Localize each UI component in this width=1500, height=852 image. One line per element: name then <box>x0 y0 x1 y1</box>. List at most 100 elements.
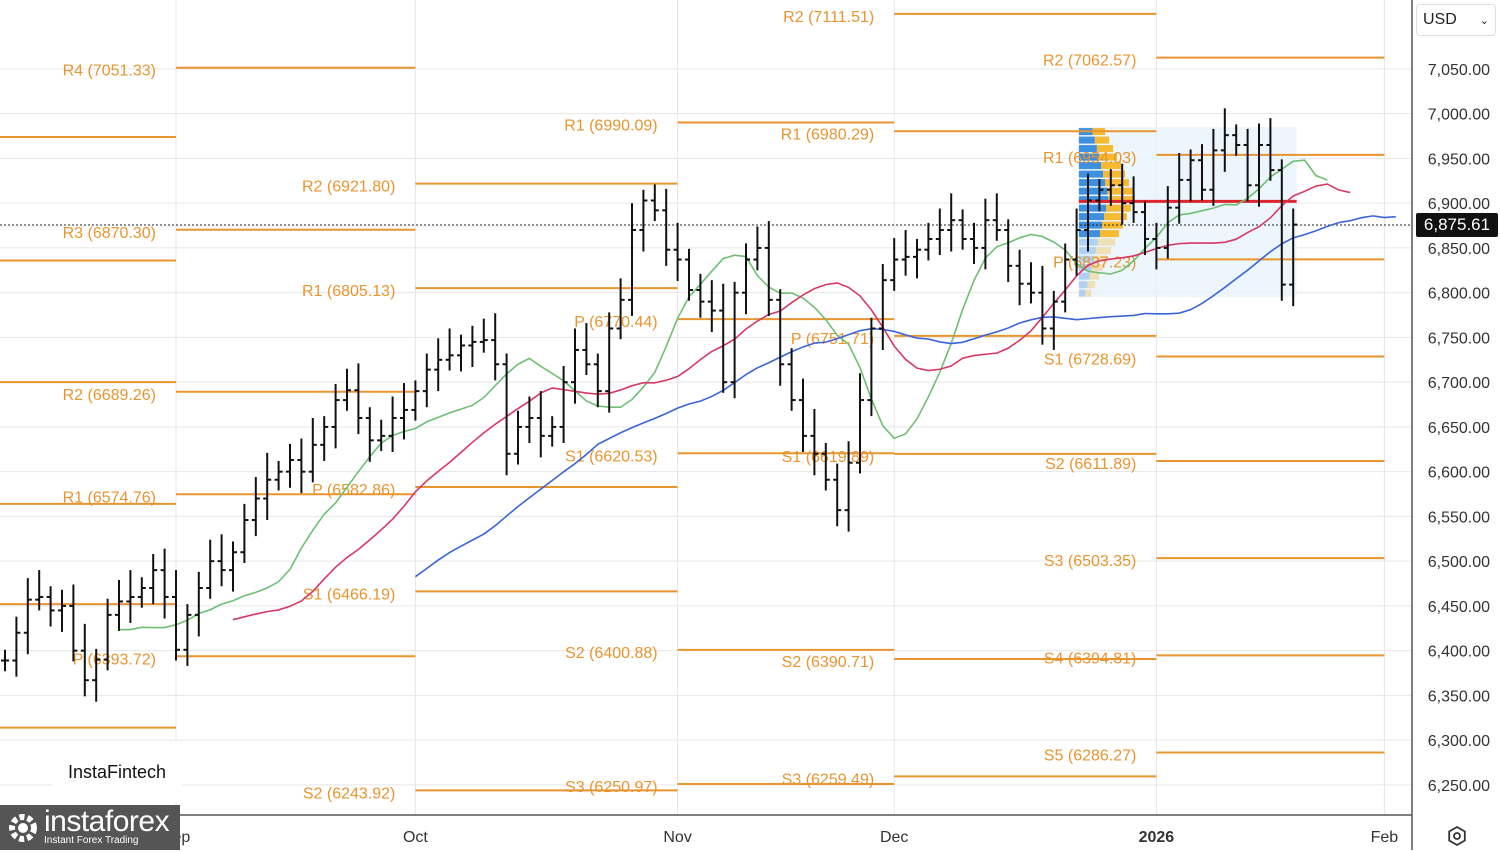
ohlc-bar <box>1118 163 1127 225</box>
ohlc-bar <box>1027 262 1035 304</box>
ohlc-bar <box>149 554 158 605</box>
ohlc-bar <box>400 383 408 440</box>
ohlc-bar <box>992 193 1001 241</box>
ohlc-bar <box>753 226 762 271</box>
y-tick-label: 6,650.00 <box>1428 420 1490 437</box>
ohlc-bar <box>1289 208 1298 307</box>
moving-average-line <box>232 183 1351 621</box>
ohlc-bar <box>730 281 739 399</box>
ohlc-bar <box>1277 159 1286 301</box>
x-tick-label: Oct <box>403 829 428 846</box>
ohlc-bar <box>445 328 454 371</box>
pivot-label: S3 (6250.97) <box>565 779 658 796</box>
ohlc-bar <box>867 317 876 417</box>
ohlc-bar <box>1175 153 1184 224</box>
ohlc-bar <box>707 280 716 333</box>
currency-select[interactable]: USD ⌄ <box>1416 4 1496 36</box>
y-tick-label: 6,550.00 <box>1428 509 1490 526</box>
ohlc-bar <box>1015 249 1024 306</box>
ohlc-bar <box>821 443 830 491</box>
ohlc-bar <box>685 248 693 301</box>
volume-profile-bar-up <box>1094 136 1110 144</box>
ohlc-bar <box>833 463 842 527</box>
ohlc-bar <box>947 193 956 252</box>
volume-profile-bar-up <box>1097 238 1115 246</box>
pivot-label: S3 (6503.35) <box>1044 553 1137 570</box>
ohlc-bar <box>1163 186 1172 259</box>
ohlc-bar <box>217 534 226 587</box>
x-tick-label: Feb <box>1371 829 1399 846</box>
ohlc-bar <box>1072 208 1081 276</box>
moving-average-line <box>118 159 1328 631</box>
volume-profile-bar-up <box>1091 264 1104 272</box>
ohlc-bar <box>35 570 44 611</box>
ohlc-bar <box>1152 222 1161 270</box>
settings-icon[interactable] <box>1446 825 1468 847</box>
ohlc-bar <box>58 589 66 632</box>
volume-profile-bar-down <box>1078 170 1104 178</box>
ohlc-bar <box>365 407 374 462</box>
ohlc-bar <box>92 648 101 702</box>
instaforex-logo: instaforex Instant Forex Trading <box>0 805 180 850</box>
ohlc-bar <box>650 184 659 222</box>
volume-profile-bar-down <box>1078 179 1106 187</box>
pivot-label: R1 (6954.03) <box>1043 150 1136 167</box>
ohlc-bar <box>742 243 750 315</box>
y-tick-label: 6,600.00 <box>1428 465 1490 482</box>
pivot-label: R2 (7062.57) <box>1043 53 1136 70</box>
ohlc-bar <box>23 578 32 655</box>
volume-profile-bar-down <box>1078 145 1097 153</box>
volume-profile-bar-down <box>1078 187 1108 195</box>
pivot-label: R2 (7111.51) <box>783 9 874 26</box>
ohlc-bar <box>1095 179 1104 212</box>
ohlc-bar <box>890 238 899 291</box>
ohlc-bar <box>1061 243 1070 313</box>
volume-profile-bar-down <box>1078 272 1090 280</box>
ohlc-bar <box>434 338 443 392</box>
ohlc-bar <box>593 353 602 408</box>
ohlc-bar <box>787 348 796 411</box>
volume-profile-bar-up <box>1095 247 1112 255</box>
volume-profile-bar-up <box>1104 213 1127 221</box>
ohlc-bar <box>388 396 397 452</box>
ohlc-bar <box>1198 144 1206 201</box>
volume-profile-bar-down <box>1078 230 1100 238</box>
pivot-label: R1 (6990.09) <box>564 118 657 135</box>
pivot-label: R3 (6870.30) <box>63 225 156 242</box>
pivot-label: R1 (6980.29) <box>781 126 874 143</box>
ohlc-bar <box>719 283 728 393</box>
moving-average-line <box>414 215 1396 578</box>
ohlc-bar <box>12 616 21 677</box>
ohlc-bar <box>491 313 500 381</box>
ohlc-bar <box>354 363 363 435</box>
volume-profile-bar-down <box>1078 221 1103 229</box>
ohlc-bar <box>1141 201 1149 256</box>
ohlc-bar <box>46 586 55 627</box>
ohlc-bar <box>582 323 591 376</box>
pivot-label: R4 (7051.33) <box>63 63 156 80</box>
ohlc-bar <box>457 334 465 372</box>
ohlc-bar <box>673 222 682 282</box>
y-tick-label: 6,450.00 <box>1428 599 1490 616</box>
ohlc-bar <box>343 368 351 411</box>
y-tick-label: 6,300.00 <box>1428 733 1490 750</box>
volume-profile-bar-up <box>1107 187 1133 195</box>
volume-profile-bar-up <box>1101 162 1122 170</box>
volume-profile-bar-up <box>1099 230 1119 238</box>
volume-profile-bar-down <box>1078 213 1105 221</box>
ohlc-bar <box>1084 173 1092 252</box>
ohlc-bar <box>1 649 9 672</box>
ohlc-bar <box>856 373 864 474</box>
y-tick-label: 7,000.00 <box>1428 107 1490 124</box>
y-tick-label: 6,950.00 <box>1428 151 1490 168</box>
y-tick-label: 6,250.00 <box>1428 778 1490 795</box>
ohlc-bar <box>844 441 853 532</box>
y-tick-label: 6,750.00 <box>1428 330 1490 347</box>
ohlc-bar <box>251 477 260 537</box>
ohlc-bar <box>172 570 180 661</box>
chevron-down-icon: ⌄ <box>1479 14 1489 27</box>
ohlc-bar <box>1106 169 1115 206</box>
pivot-label: S3 (6259.49) <box>782 771 875 788</box>
ohlc-bar <box>468 325 477 367</box>
